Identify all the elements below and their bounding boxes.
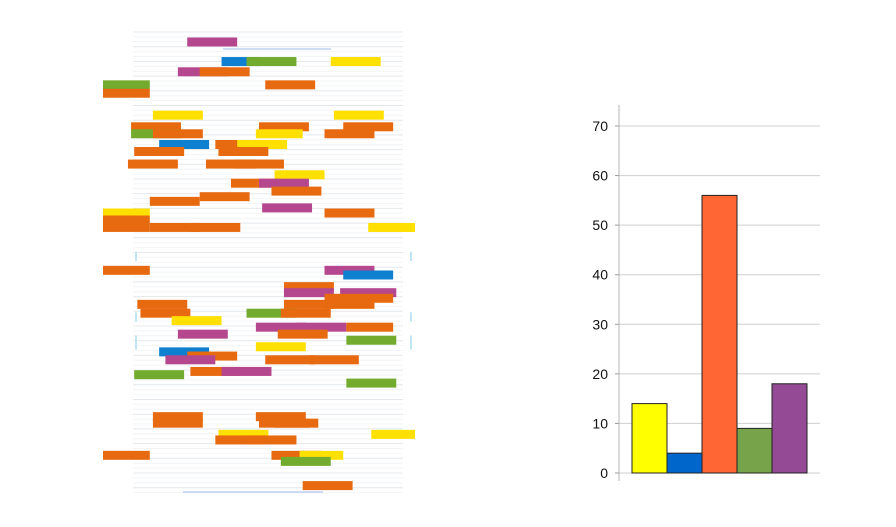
strip-segment-yellow xyxy=(299,450,344,460)
strip-segment-green xyxy=(134,370,185,380)
strip-segment-magenta xyxy=(165,355,216,365)
strip-segment-magenta xyxy=(221,366,272,376)
strip-segment-orange xyxy=(149,196,200,206)
strip-segment-orange xyxy=(103,450,150,460)
y-tick-label: 0 xyxy=(600,465,608,481)
strip-segment-orange xyxy=(324,208,375,218)
strip-segment-yellow xyxy=(218,429,269,439)
strip-segment-magenta xyxy=(255,322,306,332)
strip-segment-yellow xyxy=(152,110,203,120)
strip-segment-magenta xyxy=(187,37,238,47)
strip-segment-yellow xyxy=(255,129,303,139)
strip-segment-orange xyxy=(271,450,322,460)
bar-chart-svg: 0 10 20 30 40 50 60 70 xyxy=(592,105,820,481)
strip-segment-magenta xyxy=(340,288,397,298)
strip-segment-orange xyxy=(283,282,334,292)
strip-segment-orange xyxy=(265,80,316,90)
strip-segment-blue xyxy=(343,270,394,280)
strip-segment-orange xyxy=(152,129,203,139)
y-tick-label: 40 xyxy=(592,267,608,283)
strip-segment-orange xyxy=(103,222,150,232)
strip-segment-yellow xyxy=(171,316,222,326)
y-tick-label: 70 xyxy=(592,118,608,134)
bar-chart: 0 10 20 30 40 50 60 70 xyxy=(560,100,830,490)
strip-segment-orange xyxy=(259,122,309,132)
strip-segment-orange xyxy=(140,308,191,318)
strip-segment-orange xyxy=(283,299,334,309)
strip-segment-orange xyxy=(274,418,319,428)
strip-segment-orange xyxy=(234,159,284,169)
strip-segment-orange xyxy=(199,67,250,77)
strip-segment-magenta xyxy=(259,178,309,188)
color-strip-chart xyxy=(103,28,415,494)
strip-segment-yellow xyxy=(330,57,381,67)
color-strip-svg xyxy=(103,31,415,494)
strip-segment-orange xyxy=(103,88,150,98)
strip-segment-orange xyxy=(103,215,150,225)
y-tick-label: 20 xyxy=(592,366,608,382)
strip-segment-orange xyxy=(103,265,150,275)
strip-segment-orange xyxy=(190,222,241,232)
strip-segment-orange xyxy=(308,355,359,365)
bar xyxy=(701,194,738,474)
strip-segment-orange xyxy=(277,329,328,339)
strip-segment-green xyxy=(246,57,297,67)
strip-segment-orange xyxy=(324,129,375,139)
strip-segment-yellow xyxy=(274,170,325,180)
strip-segment-orange xyxy=(131,122,181,132)
strip-segment-orange xyxy=(205,159,256,169)
strip-segment-orange xyxy=(137,299,188,309)
strip-segment-yellow xyxy=(333,110,384,120)
strip-segment-orange xyxy=(265,355,316,365)
strip-segment-orange xyxy=(280,308,331,318)
strip-segment-orange xyxy=(215,435,266,445)
strip-segment-magenta xyxy=(262,203,313,213)
y-tick-label: 50 xyxy=(592,217,608,233)
strip-segment-magenta xyxy=(324,265,375,275)
strip-segment-orange xyxy=(230,178,281,188)
y-tick-label: 10 xyxy=(592,415,608,431)
bar xyxy=(736,427,773,474)
strip-segment-orange xyxy=(152,418,203,428)
strip-segment-orange xyxy=(152,412,203,422)
strip-segment-yellow xyxy=(368,222,415,232)
strip-segment-orange xyxy=(134,146,185,156)
bar xyxy=(666,452,703,474)
strip-segment-orange xyxy=(324,293,394,303)
strip-segment-green xyxy=(103,80,150,90)
y-tick-label: 30 xyxy=(592,316,608,332)
bar xyxy=(631,403,668,474)
strip-segment-orange xyxy=(246,435,297,445)
strip-segment-magenta xyxy=(296,322,347,332)
strip-segment-blue xyxy=(159,347,210,357)
strip-segment-yellow xyxy=(255,342,306,352)
strip-segment-green xyxy=(280,456,331,466)
strip-segment-orange xyxy=(149,222,200,232)
strip-segment-blue xyxy=(159,140,210,149)
strip-segment-orange xyxy=(302,481,353,491)
strip-segment-orange xyxy=(190,366,241,376)
strip-segment-magenta xyxy=(177,329,228,339)
strip-segment-orange xyxy=(127,159,178,169)
strip-segment-orange xyxy=(324,299,375,309)
strip-segment-yellow xyxy=(371,429,415,439)
strip-segment-magenta xyxy=(283,288,334,298)
strip-segment-orange xyxy=(255,412,306,422)
strip-segment-orange xyxy=(343,122,394,132)
strip-segment-orange xyxy=(346,322,394,332)
strip-segment-green xyxy=(346,335,397,345)
strip-segment-green xyxy=(346,378,397,388)
bar xyxy=(771,383,808,474)
strip-segment-green xyxy=(246,308,297,318)
strip-segment-blue xyxy=(221,57,259,67)
strip-segment-yellow xyxy=(237,140,288,149)
strip-segment-orange xyxy=(218,146,269,156)
y-tick-label: 60 xyxy=(592,168,608,184)
strip-segment-orange xyxy=(199,192,250,202)
strip-segment-orange xyxy=(271,186,322,196)
strip-segment-yellow xyxy=(103,208,150,218)
